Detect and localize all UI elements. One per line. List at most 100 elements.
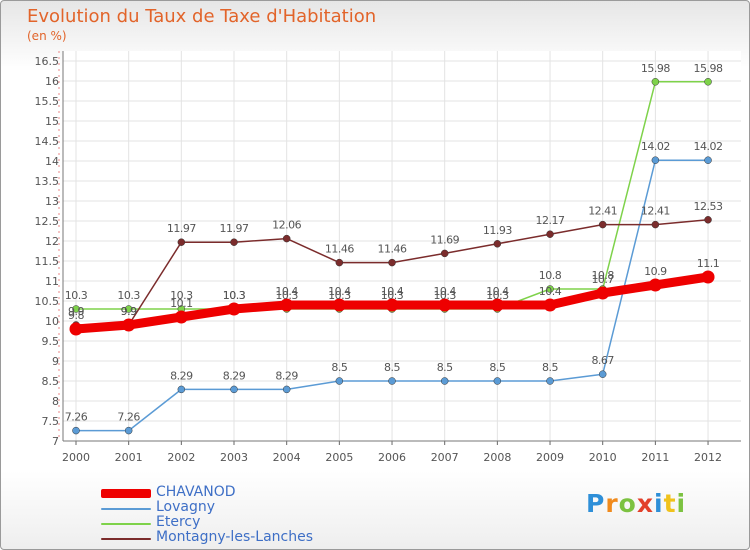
y-tick-label: 12.5: [35, 215, 60, 228]
x-tick-label: 2006: [378, 451, 406, 464]
data-label: 10.3: [65, 289, 88, 302]
y-tick-label: 13: [45, 195, 59, 208]
chart-subtitle: (en %): [27, 29, 67, 43]
data-label: 10.3: [433, 289, 456, 302]
x-tick-label: 2001: [115, 451, 143, 464]
data-point: [124, 426, 133, 435]
x-tick-label: 2010: [589, 451, 617, 464]
logo-letter: P: [586, 489, 606, 518]
data-label: 8.5: [331, 361, 347, 374]
data-label: 12.06: [272, 219, 301, 232]
y-tick-label: 16.5: [35, 55, 60, 68]
data-point: [72, 305, 80, 313]
data-point: [490, 298, 504, 312]
legend-swatch: [101, 537, 151, 540]
proxiti-logo: Proxiti: [586, 489, 686, 518]
y-tick-label: 15.5: [35, 95, 60, 108]
data-point: [227, 302, 241, 316]
data-point: [493, 377, 502, 385]
data-label: 10.4: [433, 285, 456, 298]
logo-letter: r: [605, 489, 619, 518]
data-label: 9.9: [68, 305, 84, 318]
logo-letter: t: [663, 489, 677, 518]
y-tick-label: 15: [45, 115, 59, 128]
data-point: [704, 78, 712, 86]
legend-label: Lovagny: [156, 499, 216, 515]
legend-swatch: [101, 489, 151, 498]
y-tick-label: 16: [45, 75, 59, 88]
data-label: 10.3: [223, 289, 246, 302]
y-tick-label: 8.5: [42, 375, 60, 388]
x-tick-label: 2007: [431, 451, 459, 464]
data-point: [230, 385, 238, 394]
data-label: 11.46: [378, 243, 407, 256]
data-label: 9.9: [121, 305, 137, 318]
data-label: 7.26: [65, 411, 88, 424]
chart-title: Evolution du Taux de Taxe d'Habitation: [27, 6, 377, 27]
data-point: [282, 385, 291, 394]
data-label: 10.4: [275, 285, 298, 298]
data-label: 10.3: [223, 289, 246, 302]
x-tick-label: 2011: [641, 451, 669, 464]
data-label: 10.7: [591, 273, 614, 286]
data-point: [122, 318, 136, 332]
y-tick-label: 10.5: [35, 295, 60, 308]
data-point: [543, 298, 557, 312]
x-tick-label: 2005: [325, 451, 353, 464]
data-label: 10.8: [591, 269, 614, 282]
y-tick-label: 11.5: [35, 255, 60, 268]
data-label: 10.4: [486, 285, 509, 298]
data-point: [174, 310, 188, 324]
data-label: 12.17: [536, 214, 565, 227]
x-tick-label: 2004: [273, 451, 301, 464]
data-label: 8.29: [223, 369, 246, 382]
y-tick-label: 8: [52, 395, 59, 408]
data-label: 11.46: [325, 243, 354, 256]
legend-label: Montagny-les-Lanches: [156, 529, 314, 545]
y-tick-label: 7: [52, 435, 59, 448]
data-label: 11.97: [167, 222, 196, 235]
data-point: [596, 286, 610, 300]
data-point: [651, 220, 660, 229]
data-label: 10.3: [381, 289, 404, 302]
y-tick-label: 14.5: [35, 135, 60, 148]
data-label: 10.4: [539, 285, 562, 298]
y-tick-label: 13.5: [35, 175, 60, 188]
data-label: 12.53: [694, 200, 723, 213]
data-label: 10.3: [170, 289, 193, 302]
data-point: [651, 78, 660, 86]
plot-area: [63, 51, 741, 441]
y-tick-label: 12: [45, 235, 59, 248]
logo-letter: o: [618, 489, 637, 518]
x-tick-label: 2000: [62, 451, 90, 464]
y-tick-label: 11: [45, 275, 59, 288]
x-tick-label: 2009: [536, 451, 564, 464]
data-point: [598, 220, 607, 229]
logo-letter: i: [676, 489, 687, 518]
data-label: 8.5: [437, 361, 453, 374]
data-label: 8.67: [591, 354, 614, 367]
data-point: [546, 285, 554, 293]
data-label: 10.1: [170, 297, 193, 310]
data-point: [335, 377, 344, 385]
data-point: [704, 216, 712, 224]
y-tick-label: 9: [52, 355, 59, 368]
data-label: 8.29: [170, 369, 193, 382]
data-label: 8.5: [489, 361, 505, 374]
data-point: [335, 258, 344, 267]
data-label: 14.02: [694, 140, 723, 153]
y-tick-label: 9.5: [42, 335, 60, 348]
data-point: [388, 258, 396, 267]
data-point: [648, 278, 662, 292]
data-point: [438, 298, 452, 312]
data-point: [493, 240, 502, 248]
data-point: [388, 377, 396, 385]
data-label: 15.98: [694, 62, 723, 75]
x-tick-label: 2008: [483, 451, 511, 464]
data-label: 11.93: [483, 224, 512, 237]
logo-letter: x: [636, 489, 654, 518]
data-label: 15.98: [641, 62, 670, 75]
data-point: [69, 322, 83, 336]
